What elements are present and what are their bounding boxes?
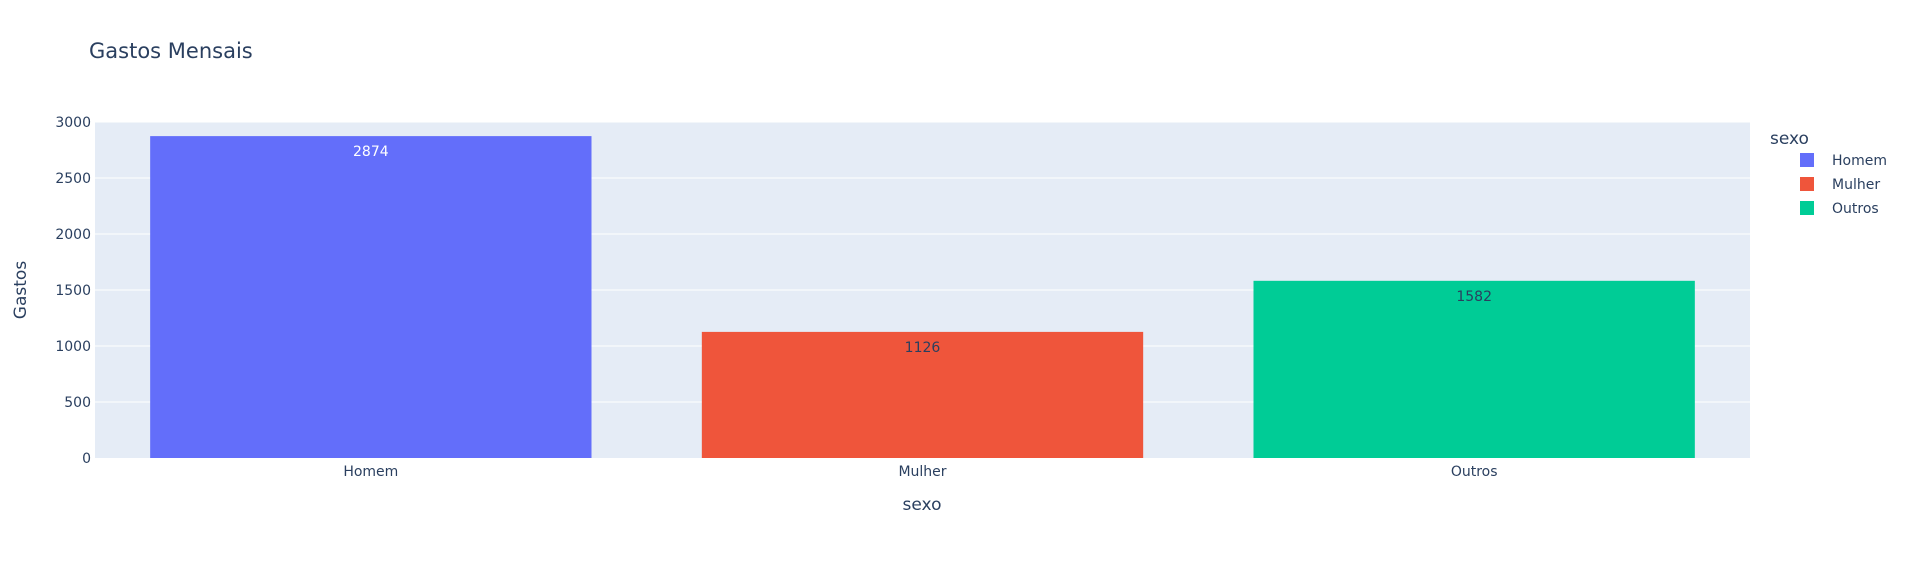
legend-swatch xyxy=(1800,177,1814,191)
x-tick-label: Mulher xyxy=(898,464,946,480)
y-tick-label: 500 xyxy=(64,395,91,411)
chart-title: Gastos Mensais xyxy=(89,39,253,63)
data-label-mulher: 1126 xyxy=(905,340,941,356)
legend-swatch xyxy=(1800,153,1814,167)
x-tick-label: Homem xyxy=(343,464,398,480)
legend-item-outros[interactable]: Outros xyxy=(1800,201,1879,217)
legend-items: Homem Mulher Outros xyxy=(1800,153,1887,217)
y-axis-ticks: 0 500 1000 1500 2000 2500 3000 xyxy=(55,115,91,467)
legend-label: Homem xyxy=(1832,153,1887,169)
x-tick-label: Outros xyxy=(1451,464,1498,480)
bar-homem[interactable] xyxy=(150,136,592,458)
x-axis-ticks: Homem Mulher Outros xyxy=(343,464,1497,480)
legend-swatch xyxy=(1800,201,1814,215)
y-tick-label: 2500 xyxy=(55,171,91,187)
data-label-outros: 1582 xyxy=(1456,289,1492,305)
y-tick-label: 0 xyxy=(82,451,91,467)
bar-mulher[interactable] xyxy=(701,331,1144,458)
legend: sexo Homem Mulher Outros xyxy=(1770,129,1887,217)
data-label-homem: 2874 xyxy=(353,144,389,160)
x-axis-label: sexo xyxy=(903,495,942,515)
legend-label: Outros xyxy=(1832,201,1879,217)
data-labels: 2874 1126 1582 xyxy=(353,144,1492,356)
y-tick-label: 1500 xyxy=(55,283,91,299)
y-axis-label: Gastos xyxy=(11,261,31,320)
legend-item-homem[interactable]: Homem xyxy=(1800,153,1887,169)
y-tick-label: 2000 xyxy=(55,227,91,243)
y-tick-label: 3000 xyxy=(55,115,91,131)
legend-item-mulher[interactable]: Mulher xyxy=(1800,177,1880,193)
bars xyxy=(150,136,1695,458)
legend-label: Mulher xyxy=(1832,177,1880,193)
y-tick-label: 1000 xyxy=(55,339,91,355)
bar-outros[interactable] xyxy=(1253,280,1695,458)
legend-title: sexo xyxy=(1770,129,1809,149)
